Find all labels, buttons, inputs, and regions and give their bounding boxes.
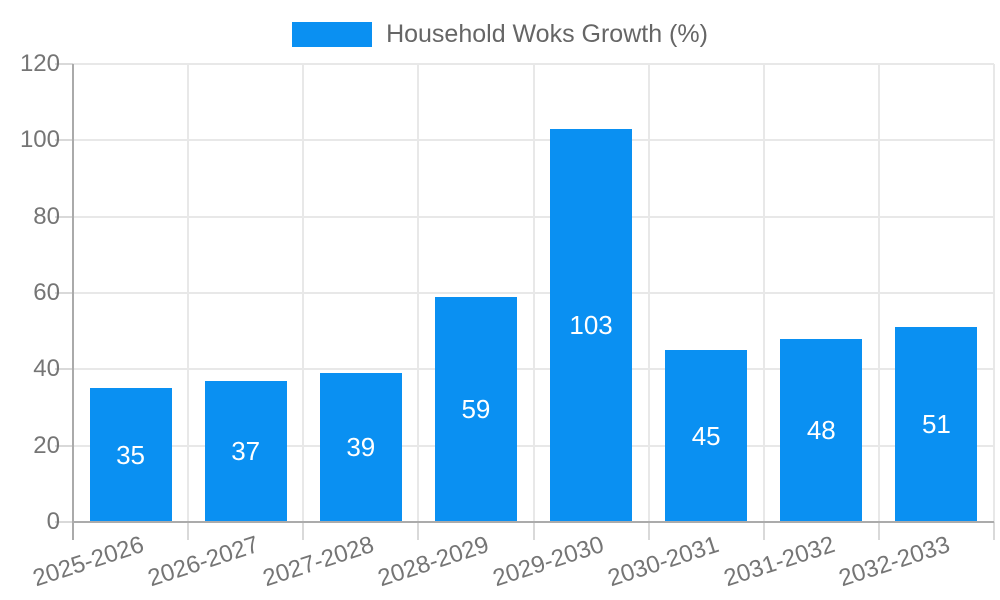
x-axis-tick-label: 2029-2030 [489, 531, 608, 593]
y-axis-tick [55, 521, 73, 523]
x-axis-tick [993, 522, 995, 540]
x-axis-tick [877, 522, 880, 540]
bar-value-label: 39 [346, 432, 376, 463]
bar-value-label: 51 [921, 409, 951, 440]
x-axis-tick-label: 2030-2031 [605, 531, 723, 593]
y-axis-tick [55, 63, 73, 65]
y-axis-tick [55, 215, 73, 218]
x-axis-tick-label: 2026-2027 [144, 531, 263, 593]
y-axis-tick-label: 20 [33, 431, 60, 459]
y-axis-tick-label: 80 [33, 202, 60, 230]
x-axis-tick-label: 2028-2029 [374, 531, 493, 593]
x-axis-tick [187, 522, 190, 540]
bar-value-label: 103 [569, 309, 613, 340]
x-axis-tick [647, 522, 650, 540]
x-axis-tick-label: 2032-2033 [835, 531, 953, 593]
legend-swatch-icon [292, 22, 373, 47]
gridline-vertical [417, 64, 420, 522]
gridline-vertical [187, 64, 190, 522]
gridline-vertical [302, 64, 305, 522]
x-axis-tick-label: 2031-2032 [720, 531, 838, 593]
y-axis-line [72, 64, 74, 540]
bar-value-label: 35 [116, 439, 146, 470]
x-axis-tick-label: 2025-2026 [29, 531, 147, 593]
bar[interactable]: 59 [434, 296, 517, 522]
gridline-vertical [532, 64, 535, 522]
bar[interactable]: 48 [780, 338, 863, 522]
bar-value-label: 37 [231, 435, 261, 466]
x-axis-tick [532, 522, 535, 540]
gridline-vertical [762, 64, 765, 522]
chart-legend[interactable]: Household Woks Growth (%) [0, 20, 1000, 49]
legend-label: Household Woks Growth (%) [386, 20, 708, 48]
bar[interactable]: 51 [895, 327, 978, 522]
gridline-vertical [647, 64, 650, 522]
bar[interactable]: 45 [665, 350, 748, 522]
bar-value-label: 59 [461, 393, 491, 424]
bar-value-label: 48 [806, 414, 836, 445]
bar-value-label: 45 [691, 420, 721, 451]
gridline-vertical [877, 64, 880, 522]
x-axis-tick [762, 522, 765, 540]
y-axis-tick-label: 40 [33, 355, 60, 383]
bar[interactable]: 35 [89, 388, 172, 522]
bar[interactable]: 37 [204, 380, 287, 522]
y-axis-tick-label: 0 [46, 508, 60, 535]
gridline-vertical [993, 64, 995, 522]
bar[interactable]: 39 [319, 373, 402, 522]
y-axis-tick [55, 139, 73, 142]
x-axis-tick [417, 522, 420, 540]
x-axis-line [72, 521, 994, 523]
bar[interactable]: 103 [550, 128, 633, 522]
y-axis-tick [55, 368, 73, 371]
y-axis-tick-label: 100 [19, 126, 60, 154]
y-axis-tick-label: 120 [19, 50, 60, 77]
x-axis-tick [302, 522, 305, 540]
x-axis-tick-label: 2027-2028 [259, 531, 378, 593]
y-axis-tick-label: 60 [33, 279, 60, 306]
y-axis-tick [55, 292, 73, 294]
y-axis-tick [55, 444, 73, 447]
